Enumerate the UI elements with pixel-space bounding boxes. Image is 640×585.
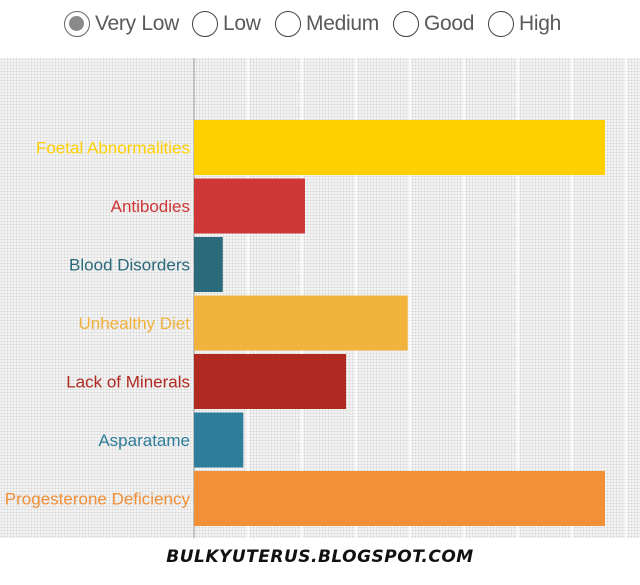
radio-option-high[interactable]: High [488, 9, 561, 39]
category-label-unhealthy-diet: Unhealthy Diet [78, 314, 190, 333]
radio-button-medium[interactable] [275, 11, 301, 37]
radio-label-high: High [519, 12, 561, 35]
category-label-lack-of-minerals: Lack of Minerals [66, 373, 190, 392]
bar-foetal-abnormalities[interactable] [194, 120, 605, 175]
radio-label-very-low: Very Low [95, 12, 179, 35]
category-label-progesterone-deficiency: Progesterone Deficiency [5, 490, 191, 509]
bar-asparatame[interactable] [194, 412, 244, 468]
radio-option-good[interactable]: Good [393, 9, 474, 39]
radio-option-medium[interactable]: Medium [275, 9, 379, 39]
bar-chart: Foetal Abnormalities Antibodies Blood Diso… [5, 58, 627, 538]
category-label-foetal-abnormalities: Foetal Abnormalities [36, 139, 190, 158]
bar-antibodies[interactable] [194, 178, 305, 234]
radio-label-low: Low [223, 12, 261, 35]
category-label-antibodies: Antibodies [111, 197, 190, 216]
radio-option-low[interactable]: Low [192, 9, 261, 39]
category-label-asparatame: Asparatame [98, 431, 190, 450]
radio-label-good: Good [424, 12, 475, 35]
footer-watermark: BULKYUTERUS.BLOGSPOT.COM [166, 547, 474, 567]
radio-button-low[interactable] [192, 11, 218, 37]
radio-button-high[interactable] [488, 11, 514, 37]
bar-unhealthy-diet[interactable] [194, 295, 408, 351]
rating-radio-group: Very Low Low Medium Good High [0, 0, 640, 50]
radio-button-very-low[interactable] [64, 11, 90, 37]
radio-option-very-low[interactable]: Very Low [64, 9, 179, 39]
radio-button-good[interactable] [393, 11, 419, 37]
bar-progesterone-deficiency[interactable] [194, 471, 605, 526]
bar-lack-of-minerals[interactable] [194, 354, 347, 409]
category-label-blood-disorders: Blood Disorders [69, 256, 190, 275]
radio-label-medium: Medium [306, 12, 379, 35]
chart-area: Foetal Abnormalities Antibodies Blood Diso… [0, 58, 640, 538]
bar-blood-disorders[interactable] [194, 237, 223, 292]
